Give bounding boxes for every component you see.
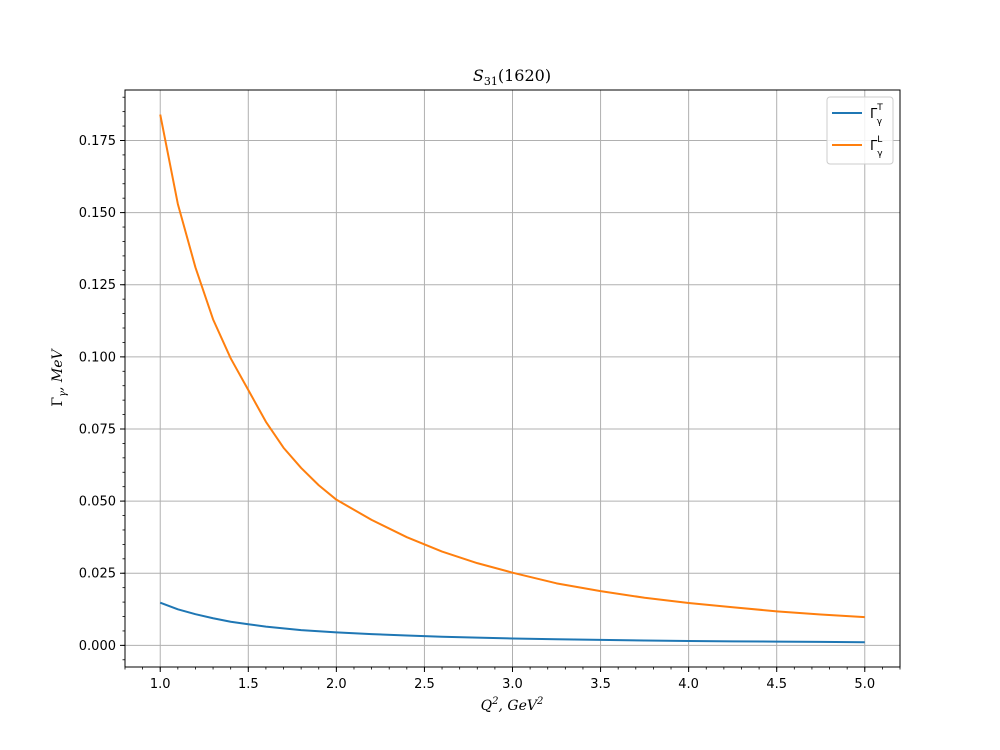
y-tick-label: 0.175 [79, 134, 116, 149]
y-tick-label: 0.025 [79, 567, 116, 582]
y-tick-label: 0.000 [79, 639, 116, 654]
series-line-1 [159, 114, 865, 619]
y-tick-label: 0.125 [79, 278, 116, 293]
x-tick-label: 1.0 [150, 677, 171, 692]
x-tick-label: 2.0 [326, 677, 347, 692]
y-tick-label: 0.075 [79, 422, 116, 437]
grid [125, 90, 900, 667]
x-tick-label: 4.0 [678, 677, 699, 692]
x-tick-label: 2.5 [414, 677, 435, 692]
y-tick-label: 0.150 [79, 206, 116, 221]
x-tick-label: 5.0 [854, 677, 875, 692]
series-line-0 [159, 601, 865, 644]
legend-box [826, 96, 894, 165]
legend-label-t: ΓT γ [870, 103, 883, 127]
y-tick-label: 0.100 [79, 350, 116, 365]
y-tick-label: 0.050 [79, 495, 116, 510]
legend: ΓT γ ΓL γ [826, 96, 894, 165]
x-axis-label: Q2, GeV2 [481, 696, 544, 714]
x-tick-label: 4.5 [766, 677, 787, 692]
x-tick-label: 1.5 [238, 677, 259, 692]
y-axis-label: Γγ, MeV [50, 347, 69, 406]
chart-title: S31(1620) [473, 66, 551, 88]
series-layer [159, 114, 865, 644]
x-tick-label: 3.5 [590, 677, 611, 692]
plot-frame [124, 89, 901, 668]
legend-label-l: ΓL γ [870, 135, 883, 159]
x-tick-label: 3.0 [502, 677, 523, 692]
